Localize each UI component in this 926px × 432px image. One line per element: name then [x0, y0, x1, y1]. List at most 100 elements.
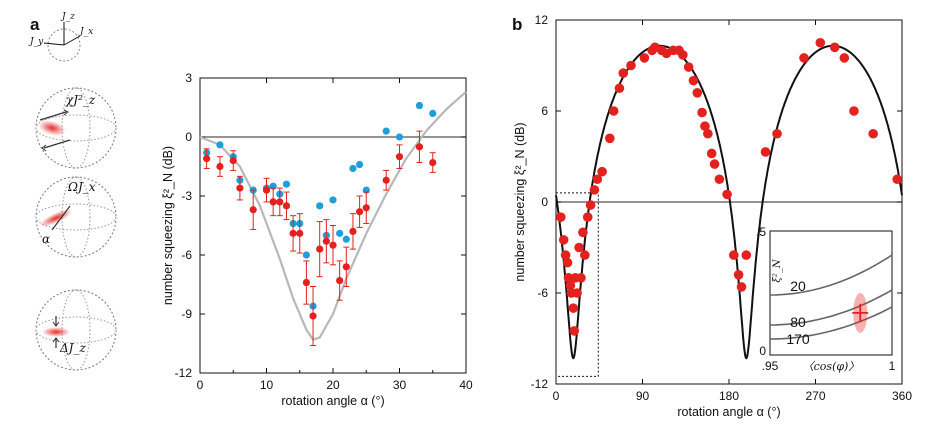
red-point: [415, 143, 424, 151]
red-point-b: [582, 212, 593, 222]
red-point-b: [597, 166, 607, 177]
panel-label-a: a: [30, 15, 40, 34]
sphere2-label: ΩJ_x: [67, 180, 96, 194]
x-axis-label-b: rotation angle α (°): [677, 405, 780, 419]
inset-x-left-label: .95: [762, 359, 779, 373]
red-point: [382, 176, 390, 184]
red-point: [356, 208, 364, 216]
blue-point: [342, 235, 350, 243]
y-axis-label-b: number squeezing ξ²_N (dB): [513, 122, 527, 281]
y-tick-label-b: -6: [537, 286, 548, 300]
red-point: [269, 198, 277, 206]
red-point: [289, 229, 297, 237]
blue-point: [316, 202, 324, 210]
y-tick-label-a: -12: [175, 366, 193, 380]
red-point-b: [722, 189, 732, 200]
red-point-b: [772, 128, 782, 139]
inset-x-right-label: 1: [889, 359, 896, 373]
red-point-b: [592, 174, 603, 185]
red-point-b: [700, 121, 710, 131]
red-point: [203, 155, 211, 163]
red-point-b: [678, 50, 688, 60]
red-point-b: [614, 83, 625, 94]
red-point: [349, 227, 357, 235]
red-point-b: [568, 303, 579, 313]
red-point-b: [697, 107, 707, 118]
inset-curve: [769, 254, 893, 296]
x-tick-label-b: 270: [805, 389, 825, 403]
red-point: [296, 229, 304, 237]
sphere3-label: ΔJ_z: [59, 341, 86, 355]
red-point: [336, 276, 344, 285]
red-point-b: [849, 106, 859, 116]
blue-point: [216, 141, 224, 149]
red-point: [429, 158, 437, 167]
red-point: [395, 153, 404, 161]
red-point-b: [626, 60, 636, 71]
zoom-box: [555, 192, 599, 377]
red-point-b: [608, 106, 619, 116]
x-tick-label-a: 0: [197, 378, 204, 392]
red-point-b: [618, 68, 629, 78]
red-point-b: [736, 282, 747, 292]
panel-label-b: b: [512, 15, 522, 34]
jx-axis: [63, 35, 81, 46]
red-point-b: [799, 53, 809, 63]
red-point-b: [709, 159, 720, 169]
red-point: [276, 198, 284, 206]
jy-label: J_y: [28, 37, 44, 47]
red-point-b: [574, 242, 584, 253]
red-point-b: [703, 128, 713, 139]
red-point: [302, 278, 310, 287]
jx-label: J_x: [78, 27, 93, 37]
y-tick-label-b: 0: [541, 195, 548, 209]
y-tick-label-a: 0: [185, 130, 192, 144]
red-point: [316, 245, 324, 253]
red-point-b: [560, 250, 571, 260]
red-point-b: [639, 53, 650, 63]
red-point-b: [815, 37, 826, 48]
jz-label: J_z: [60, 12, 75, 22]
x-tick-label-a: 10: [260, 378, 274, 392]
inset-y-bottom-label: 0: [759, 344, 766, 358]
red-point: [216, 162, 224, 171]
sphere2-angle-label: α: [42, 232, 50, 246]
red-point-b: [688, 75, 699, 86]
inset-frame: [769, 230, 893, 356]
red-point-b: [605, 133, 615, 144]
x-tick-label-b: 0: [553, 389, 560, 403]
red-point-b: [569, 326, 580, 336]
blue-point: [282, 180, 291, 188]
red-point-b: [585, 200, 596, 210]
red-point-b: [729, 250, 739, 260]
red-point: [236, 184, 244, 192]
red-point: [282, 202, 291, 210]
x-tick-label-b: 360: [892, 389, 912, 403]
x-tick-label-b: 180: [719, 389, 739, 403]
y-tick-label-a: -3: [181, 189, 192, 203]
red-point-b: [829, 42, 840, 53]
blue-point: [329, 196, 337, 204]
blue-point: [395, 133, 404, 141]
squeezed-state-3: [42, 327, 70, 337]
y-tick-label-b: -12: [531, 377, 549, 391]
y-tick-label-a: -9: [181, 307, 192, 321]
red-point-b: [683, 62, 694, 72]
blue-point: [302, 251, 310, 259]
red-point: [342, 263, 350, 271]
red-point-b: [562, 257, 573, 268]
y-tick-label-b: 12: [535, 13, 549, 27]
blue-point: [415, 101, 424, 110]
x-axis-label-a: rotation angle α (°): [281, 394, 384, 408]
x-tick-label-a: 40: [459, 378, 473, 392]
inset-curve: [769, 289, 893, 326]
jy-axis: [43, 42, 65, 46]
red-point: [229, 157, 237, 165]
y-axis-label-a: number squeezing ξ²_N (dB): [161, 146, 175, 305]
blue-point: [349, 164, 357, 173]
y-tick-label-a: 3: [185, 71, 192, 85]
